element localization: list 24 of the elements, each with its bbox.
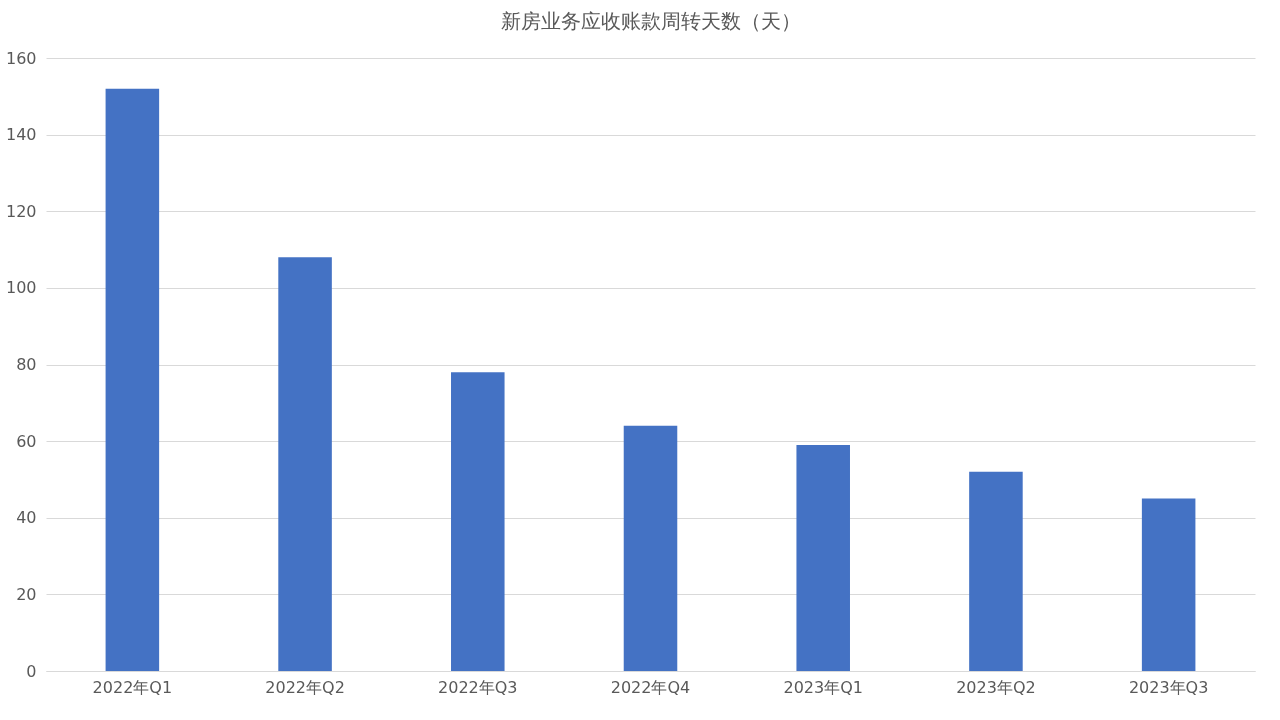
y-tick-label: 120 [5,201,37,221]
bar [969,471,1023,671]
y-tick-label: 100 [5,278,37,298]
x-tick-label: 2023年Q1 [783,677,863,697]
bar [451,372,505,671]
chart-title: 新房业务应收账款周转天数（天） [500,9,801,33]
y-tick-label: 80 [16,355,37,374]
y-tick-label: 0 [26,661,37,681]
y-tick-label: 140 [5,125,37,145]
x-tick-label: 2022年Q4 [610,677,691,697]
x-tick-label: 2022年Q3 [438,677,518,697]
bar [105,88,160,671]
bar [1141,498,1196,671]
y-tick-label: 160 [5,48,37,68]
x-tick-label: 2023年Q3 [1128,677,1209,697]
bar [796,444,850,671]
y-tick-label: 60 [16,431,37,451]
bar [278,257,332,671]
x-tick-label: 2022年Q2 [265,677,345,697]
x-tick-label: 2023年Q2 [956,677,1036,697]
x-tick-label: 2022年Q1 [92,677,173,697]
y-tick-label: 20 [16,584,37,604]
bar [623,425,678,671]
y-tick-label: 40 [16,508,37,528]
